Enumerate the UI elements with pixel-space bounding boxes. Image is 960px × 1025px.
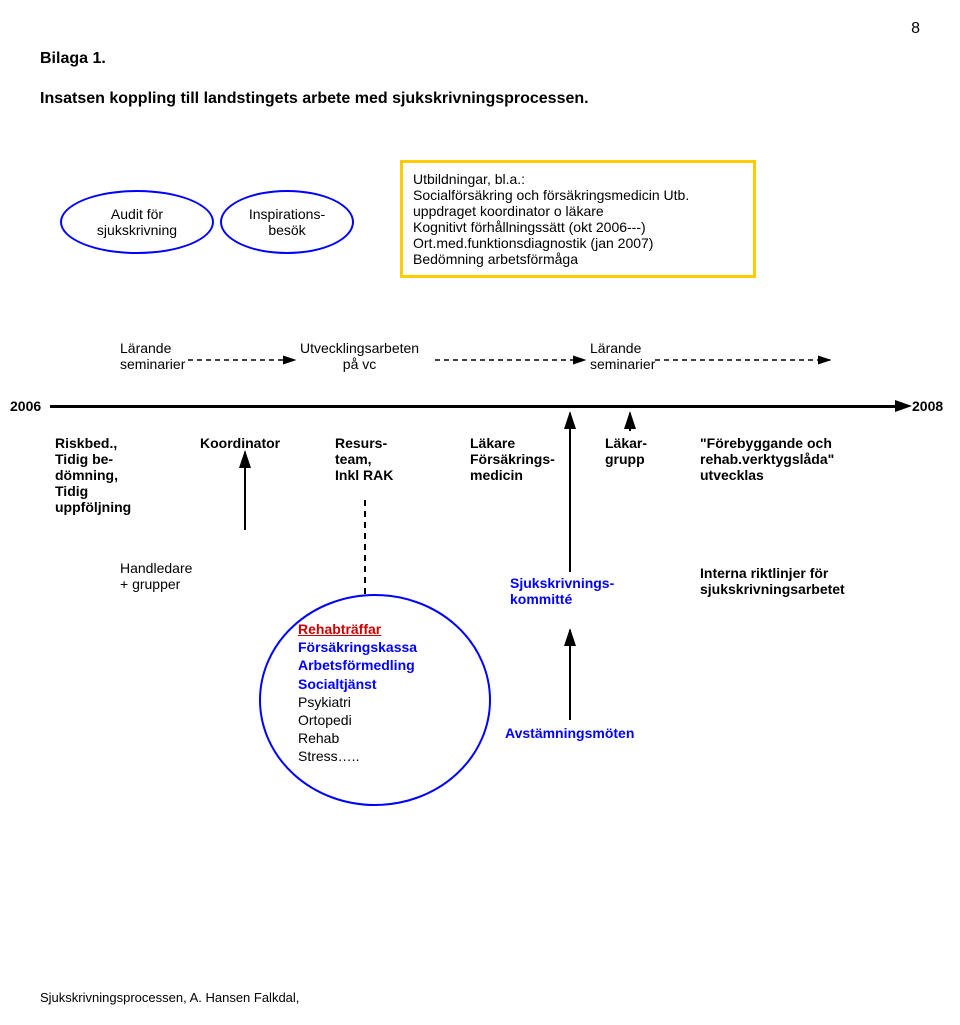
ellipse-audit-label: Audit för sjukskrivning	[97, 206, 177, 238]
lakargrupp: Läkar- grupp	[605, 435, 647, 467]
ellipse-audit: Audit för sjukskrivning	[60, 190, 214, 254]
arbetsformedling: Arbetsförmedling	[298, 656, 417, 674]
main-title: Insatsen koppling till landstingets arbe…	[40, 90, 589, 108]
page-number: 8	[911, 20, 920, 38]
yellow-l4: Kognitivt förhållningssätt (okt 2006---)	[413, 219, 743, 235]
koordinator: Koordinator	[200, 435, 280, 451]
rehab-list: Rehabträffar Försäkringskassa Arbetsförm…	[298, 620, 417, 766]
yellow-l6: Bedömning arbetsförmåga	[413, 251, 743, 267]
bilaga-heading: Bilaga 1.	[40, 50, 106, 68]
avstamningsmoten: Avstämningsmöten	[505, 725, 634, 741]
forebyggande: "Förebyggande och rehab.verktygslåda" ut…	[700, 435, 834, 483]
yellow-box: Utbildningar, bl.a.: Socialförsäkring oc…	[400, 160, 756, 278]
timeline-bar	[50, 405, 900, 408]
resursteam: Resurs- team, Inkl RAK	[335, 435, 393, 483]
lakare-forsakringsmedicin: Läkare Försäkrings- medicin	[470, 435, 555, 483]
riskbed: Riskbed., Tidig be- dömning, Tidig uppfö…	[55, 435, 131, 515]
rehabtraffar: Rehabträffar	[298, 620, 417, 638]
forsak-kassa: Försäkringskassa	[298, 638, 417, 656]
year-2006: 2006	[10, 398, 41, 414]
sjukskrivningskommitte: Sjukskrivnings- kommitté	[510, 575, 614, 607]
footer: Sjukskrivningsprocessen, A. Hansen Falkd…	[40, 990, 299, 1005]
ortopedi: Ortopedi	[298, 711, 417, 729]
yellow-l3: uppdraget koordinator o läkare	[413, 203, 743, 219]
yellow-l5: Ort.med.funktionsdiagnostik (jan 2007)	[413, 235, 743, 251]
seminar-left: Lärande seminarier	[120, 340, 185, 372]
yellow-l1: Utbildningar, bl.a.:	[413, 171, 743, 187]
year-2008: 2008	[912, 398, 943, 414]
interna-riktlinjer: Interna riktlinjer för sjukskrivningsarb…	[700, 565, 845, 597]
handledare: Handledare + grupper	[120, 560, 192, 592]
utvecklingsarbeten: Utvecklingsarbeten på vc	[300, 340, 419, 372]
yellow-l2: Socialförsäkring och försäkringsmedicin …	[413, 187, 743, 203]
diagram-svg	[0, 0, 960, 1025]
stress: Stress…..	[298, 747, 417, 765]
ellipse-inspiration: Inspirations- besök	[220, 190, 354, 254]
rehab: Rehab	[298, 729, 417, 747]
psykiatri: Psykiatri	[298, 693, 417, 711]
seminar-right: Lärande seminarier	[590, 340, 655, 372]
socialtjanst: Socialtjänst	[298, 675, 417, 693]
ellipse-inspiration-label: Inspirations- besök	[249, 206, 325, 238]
